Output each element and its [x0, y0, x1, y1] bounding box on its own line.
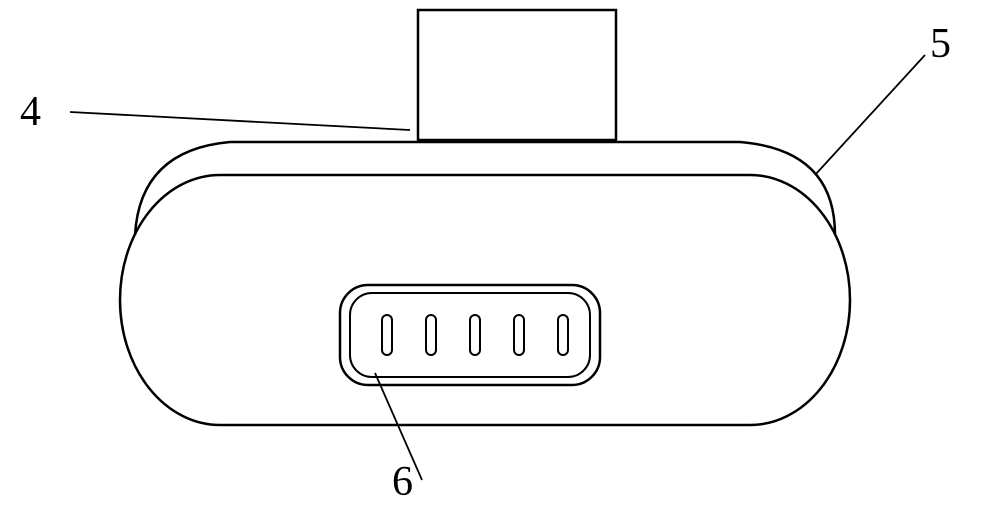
diagram-svg — [0, 0, 1000, 508]
technical-diagram: 4 5 6 — [0, 0, 1000, 508]
label-5: 5 — [930, 20, 951, 68]
pin-1 — [382, 315, 392, 355]
leader-line-4 — [70, 112, 410, 130]
pin-2 — [426, 315, 436, 355]
label-4: 4 — [20, 88, 41, 136]
pin-3 — [470, 315, 480, 355]
pin-5 — [558, 315, 568, 355]
label-6: 6 — [392, 458, 413, 506]
top-box — [418, 10, 616, 140]
leader-line-5 — [815, 55, 925, 175]
pin-4 — [514, 315, 524, 355]
